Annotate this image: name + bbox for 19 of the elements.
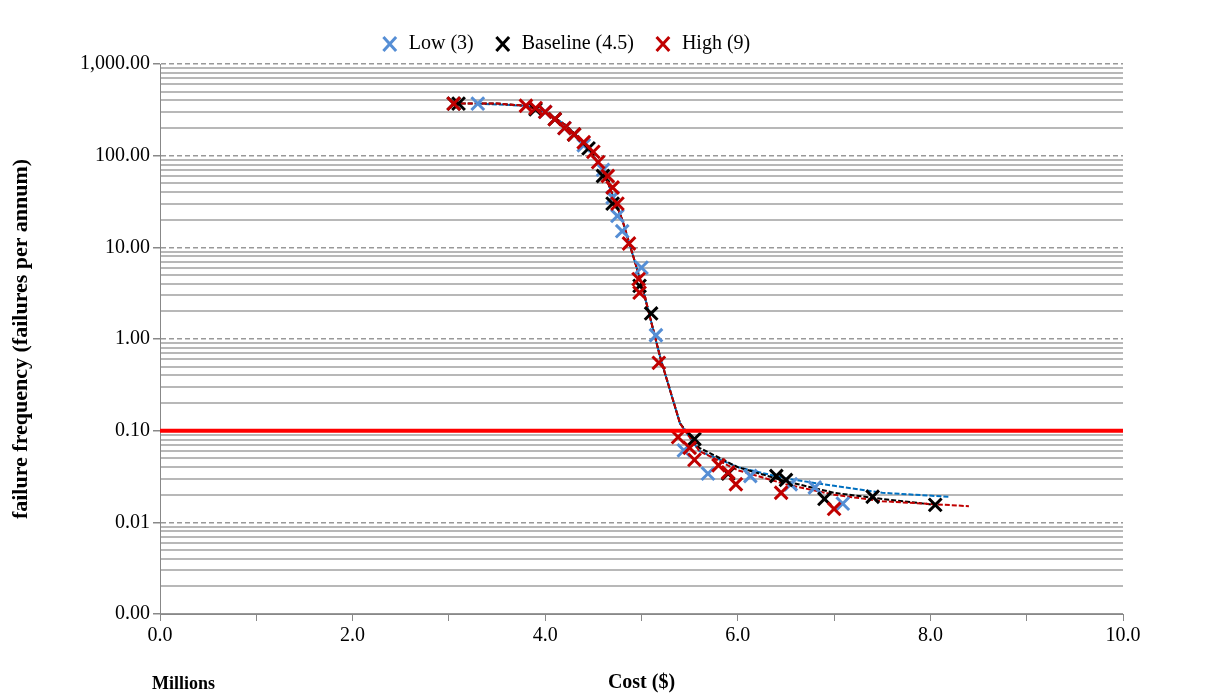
x-tick-label: 10.0: [1105, 623, 1141, 646]
x-tick-label: 8.0: [917, 623, 943, 646]
y-tick-label: 0.10: [115, 417, 150, 440]
x-tick-label: 0.0: [147, 623, 173, 646]
x-axis-title: Cost ($): [607, 670, 676, 694]
y-tick-label: 10.00: [105, 234, 150, 257]
legend-label: Low (3): [408, 31, 474, 55]
legend-label: High (9): [681, 31, 751, 55]
y-axis-title: failure frequency (failures per annum): [6, 158, 32, 520]
x-tick-label: 4.0: [532, 623, 558, 646]
y-tick-label: 0.01: [115, 509, 150, 532]
y-tick-label: 1,000.00: [80, 51, 150, 74]
legend-label: Baseline (4.5): [521, 31, 634, 55]
y-tick-label: 0.00: [115, 601, 150, 624]
x-tick-label: 2.0: [340, 623, 366, 646]
y-tick-label: 100.00: [95, 142, 150, 165]
y-tick-label: 1.00: [115, 326, 150, 349]
text: Millions: [152, 672, 216, 693]
x-tick-label: 6.0: [725, 623, 751, 646]
